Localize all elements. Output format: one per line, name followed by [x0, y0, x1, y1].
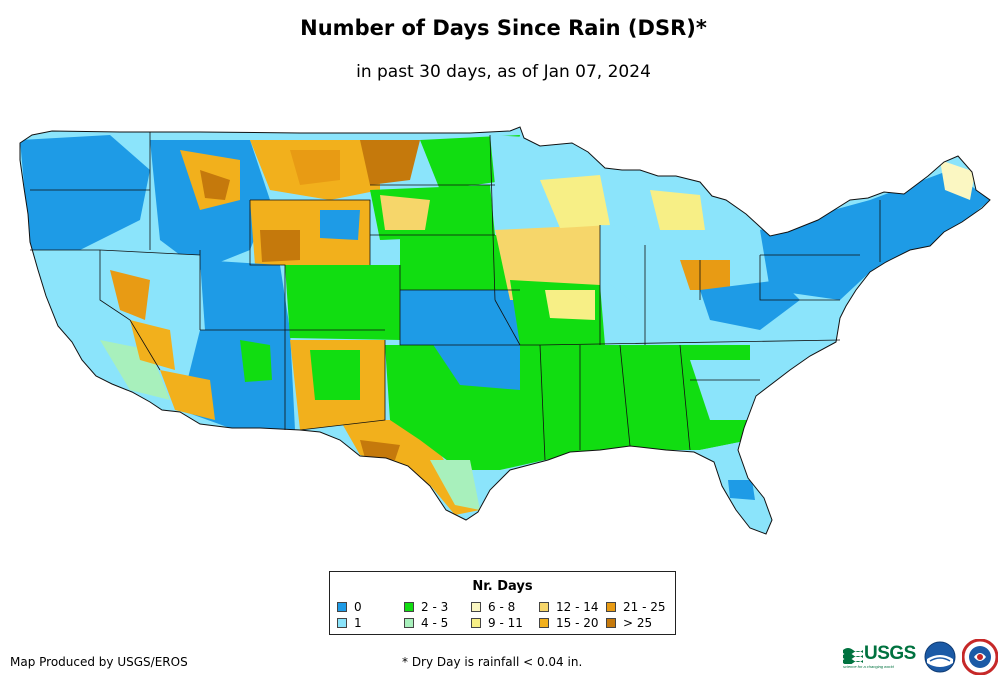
legend-label-5: 9 - 11 [488, 616, 523, 630]
legend-label-4: 6 - 8 [488, 600, 516, 614]
producer-credit: Map Produced by USGS/EROS [10, 655, 188, 669]
legend-label-2: 2 - 3 [421, 600, 449, 614]
legend-label-1: 1 [354, 616, 362, 630]
us-outline [19, 126, 991, 535]
usgs-wordmark: USGS [864, 643, 916, 664]
dry-day-footnote: * Dry Day is rainfall < 0.04 in. [402, 655, 583, 669]
legend-swatch-1 [337, 618, 347, 628]
legend-label-6: 12 - 14 [556, 600, 599, 614]
legend-swatch-8 [606, 602, 616, 612]
legend-title: Nr. Days [472, 579, 533, 594]
map-title: Number of Days Since Rain (DSR)* [300, 16, 707, 40]
map-subtitle: in past 30 days, as of Jan 07, 2024 [356, 62, 651, 82]
legend: Nr. Days 0 1 2 - 3 4 - 5 6 - 8 9 - 11 12… [329, 571, 676, 635]
legend-swatch-6 [539, 602, 549, 612]
legend-label-0: 0 [354, 600, 362, 614]
legend-swatch-0 [337, 602, 347, 612]
legend-label-3: 4 - 5 [421, 616, 449, 630]
legend-swatch-3 [404, 618, 414, 628]
legend-label-8: 21 - 25 [623, 600, 666, 614]
usgs-logo: USGS science for a changing world [843, 643, 919, 669]
legend-label-9: > 25 [623, 616, 653, 630]
usgs-wave-icon [843, 648, 863, 664]
legend-swatch-9 [606, 618, 616, 628]
usgs-tagline: science for a changing world [843, 664, 894, 669]
nws-logo [961, 638, 999, 679]
legend-swatch-4 [471, 602, 481, 612]
noaa-logo [924, 641, 956, 677]
legend-swatch-7 [539, 618, 549, 628]
legend-swatch-5 [471, 618, 481, 628]
state-borders [30, 132, 881, 461]
legend-swatch-2 [404, 602, 414, 612]
legend-label-7: 15 - 20 [556, 616, 599, 630]
